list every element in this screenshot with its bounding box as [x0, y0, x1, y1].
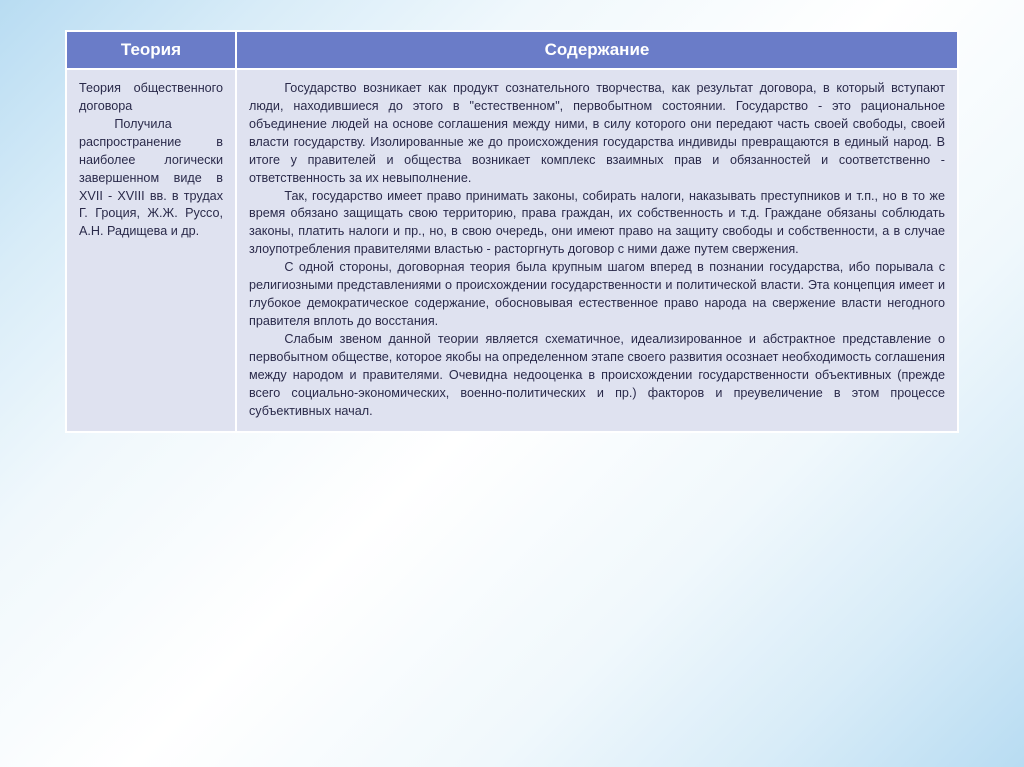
- content-p4: Слабым звеном данной теории является схе…: [249, 331, 945, 421]
- cell-content: Государство возникает как продукт сознат…: [236, 69, 958, 432]
- theory-title: Теория общественного договора: [79, 80, 223, 116]
- content-p1: Государство возникает как продукт сознат…: [249, 80, 945, 188]
- table-row: Теория общественного договора Получила р…: [66, 69, 958, 432]
- column-header-content: Содержание: [236, 31, 958, 69]
- content-p2: Так, государство имеет право принимать з…: [249, 188, 945, 260]
- theory-desc: Получила распространение в наиболее логи…: [79, 116, 223, 241]
- table-header-row: Теория Содержание: [66, 31, 958, 69]
- column-header-theory: Теория: [66, 31, 236, 69]
- content-p3: С одной стороны, договорная теория была …: [249, 259, 945, 331]
- theory-table: Теория Содержание Теория общественного д…: [65, 30, 959, 433]
- cell-theory: Теория общественного договора Получила р…: [66, 69, 236, 432]
